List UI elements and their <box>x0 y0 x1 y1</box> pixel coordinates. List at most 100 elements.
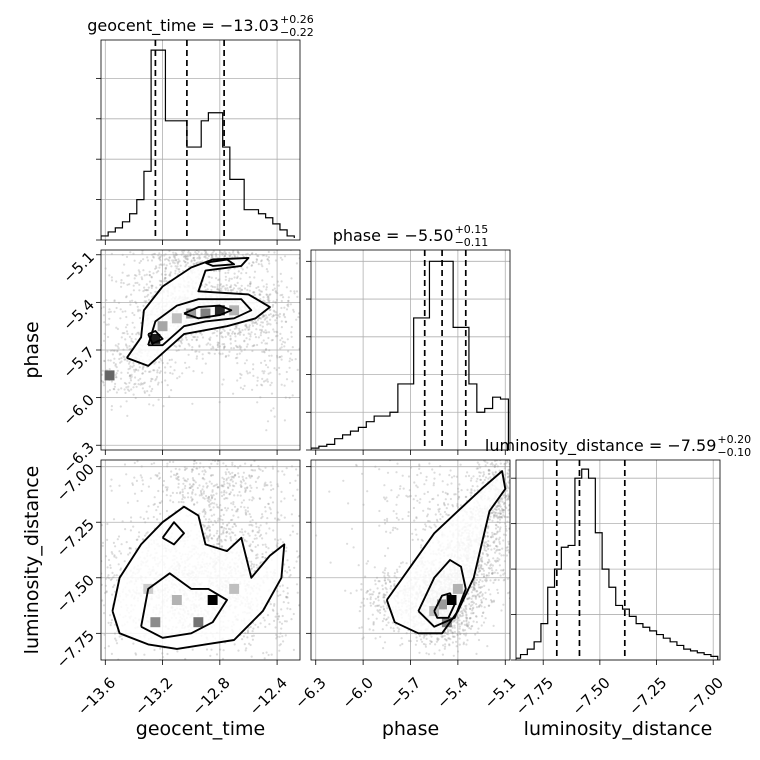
sample-point <box>205 534 208 538</box>
sample-point <box>149 477 152 480</box>
sample-point <box>265 363 268 367</box>
sample-point <box>222 378 225 381</box>
sample-point <box>217 542 220 546</box>
sample-point <box>233 254 236 258</box>
sample-point <box>245 513 248 516</box>
sample-point <box>130 388 133 391</box>
sample-point <box>274 290 277 293</box>
sample-point <box>285 596 288 599</box>
sample-point <box>220 287 223 290</box>
sample-point <box>212 506 215 509</box>
sample-point <box>116 345 119 348</box>
sample-point <box>294 358 297 361</box>
sample-point <box>259 533 263 537</box>
sample-point <box>107 558 111 562</box>
sample-point <box>222 480 225 483</box>
sample-point <box>255 258 258 261</box>
sample-point <box>191 477 194 480</box>
sample-point <box>285 370 288 374</box>
sample-point <box>114 363 117 366</box>
sample-point <box>110 621 113 624</box>
sample-point <box>236 356 239 359</box>
sample-point <box>283 306 286 309</box>
sample-point <box>238 490 241 494</box>
sample-point <box>266 258 269 261</box>
sample-point <box>118 667 120 669</box>
sample-point <box>94 337 96 339</box>
sample-point <box>256 553 259 556</box>
sample-point <box>267 331 271 334</box>
sample-point <box>260 330 263 333</box>
sample-point <box>169 475 173 478</box>
sample-point <box>237 472 240 475</box>
panel-frame <box>100 39 301 241</box>
sample-point <box>101 544 104 548</box>
sample-point <box>211 254 214 257</box>
sample-point <box>219 353 222 356</box>
sample-point <box>125 295 128 298</box>
sample-point <box>201 477 204 480</box>
sample-point <box>296 532 299 535</box>
sample-point <box>90 541 92 543</box>
sample-point <box>235 345 238 348</box>
sample-point <box>248 534 251 537</box>
sample-point <box>153 369 156 372</box>
sample-point <box>227 354 230 357</box>
histogram-geocent_time <box>101 49 295 240</box>
density-cell <box>229 583 240 594</box>
sample-point <box>128 283 131 286</box>
sample-point <box>220 508 224 511</box>
sample-point <box>139 516 142 519</box>
sample-point <box>214 252 218 255</box>
sample-point <box>252 565 255 568</box>
sample-point <box>262 296 265 299</box>
sample-point <box>219 332 222 335</box>
sample-point <box>171 372 174 375</box>
sample-point <box>210 497 213 500</box>
sample-point <box>130 547 133 550</box>
sample-point <box>169 499 172 502</box>
sample-point <box>248 474 251 477</box>
sample-point <box>236 346 239 349</box>
sample-point <box>287 566 290 569</box>
panel-frame <box>100 459 301 661</box>
sample-point <box>177 258 180 261</box>
sample-point <box>475 652 478 656</box>
sample-point <box>242 478 245 481</box>
sample-point <box>285 378 289 381</box>
sample-point <box>231 484 235 487</box>
sample-point <box>125 315 128 319</box>
sample-point <box>267 322 270 325</box>
sample-point <box>110 279 114 282</box>
sample-point <box>163 263 166 266</box>
sample-point <box>239 480 242 483</box>
sample-point <box>257 336 260 339</box>
sample-point <box>269 371 272 374</box>
sample-point <box>106 576 109 579</box>
sample-point <box>252 627 255 630</box>
sample-point <box>217 278 220 282</box>
sample-point <box>292 612 295 616</box>
sample-point <box>216 529 219 533</box>
sample-point <box>263 619 266 622</box>
sample-point <box>141 383 144 386</box>
sample-point <box>154 474 157 477</box>
sample-point <box>174 361 177 364</box>
sample-point <box>274 319 277 322</box>
sample-point <box>90 366 92 368</box>
sample-point <box>126 283 129 286</box>
sample-point <box>278 635 281 639</box>
sample-point <box>227 333 230 336</box>
sample-point <box>169 423 171 425</box>
sample-point <box>200 454 202 456</box>
sample-point <box>229 289 232 292</box>
sample-point <box>195 462 198 465</box>
sample-point <box>208 534 211 537</box>
sample-point <box>214 460 217 463</box>
sample-point <box>207 521 210 524</box>
sample-point <box>133 368 136 371</box>
sample-point <box>121 271 124 274</box>
sample-point <box>239 376 242 380</box>
sample-point <box>177 478 180 482</box>
sample-point <box>246 630 250 633</box>
